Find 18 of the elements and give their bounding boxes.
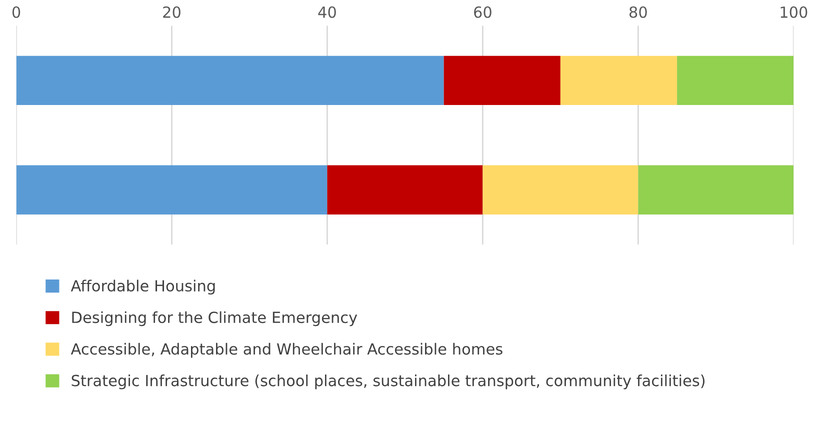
x-tick-label: 40 bbox=[318, 6, 336, 18]
bar bbox=[677, 56, 794, 106]
x-tick-label: 100 bbox=[780, 6, 808, 18]
legend-label: Strategic Infrastructure (school places, sustainable transport, community facilities) bbox=[72, 374, 705, 390]
legend-label: Affordable Housing bbox=[70, 280, 215, 295]
bar bbox=[16, 165, 328, 214]
bar bbox=[482, 165, 638, 214]
x-tick-label: 20 bbox=[163, 6, 180, 18]
x-tick-label: 0 bbox=[12, 6, 20, 18]
bar bbox=[638, 165, 794, 214]
x-tick-label: 60 bbox=[474, 6, 492, 18]
legend-label: Designing for the Climate Emergency bbox=[72, 311, 358, 326]
bar bbox=[560, 56, 678, 106]
bar bbox=[444, 56, 560, 106]
legend-label: Accessible, Adaptable and Wheelchair Accessible homes bbox=[70, 342, 502, 358]
bar bbox=[327, 165, 483, 214]
x-tick-label: 80 bbox=[629, 6, 647, 18]
bar bbox=[16, 56, 444, 106]
